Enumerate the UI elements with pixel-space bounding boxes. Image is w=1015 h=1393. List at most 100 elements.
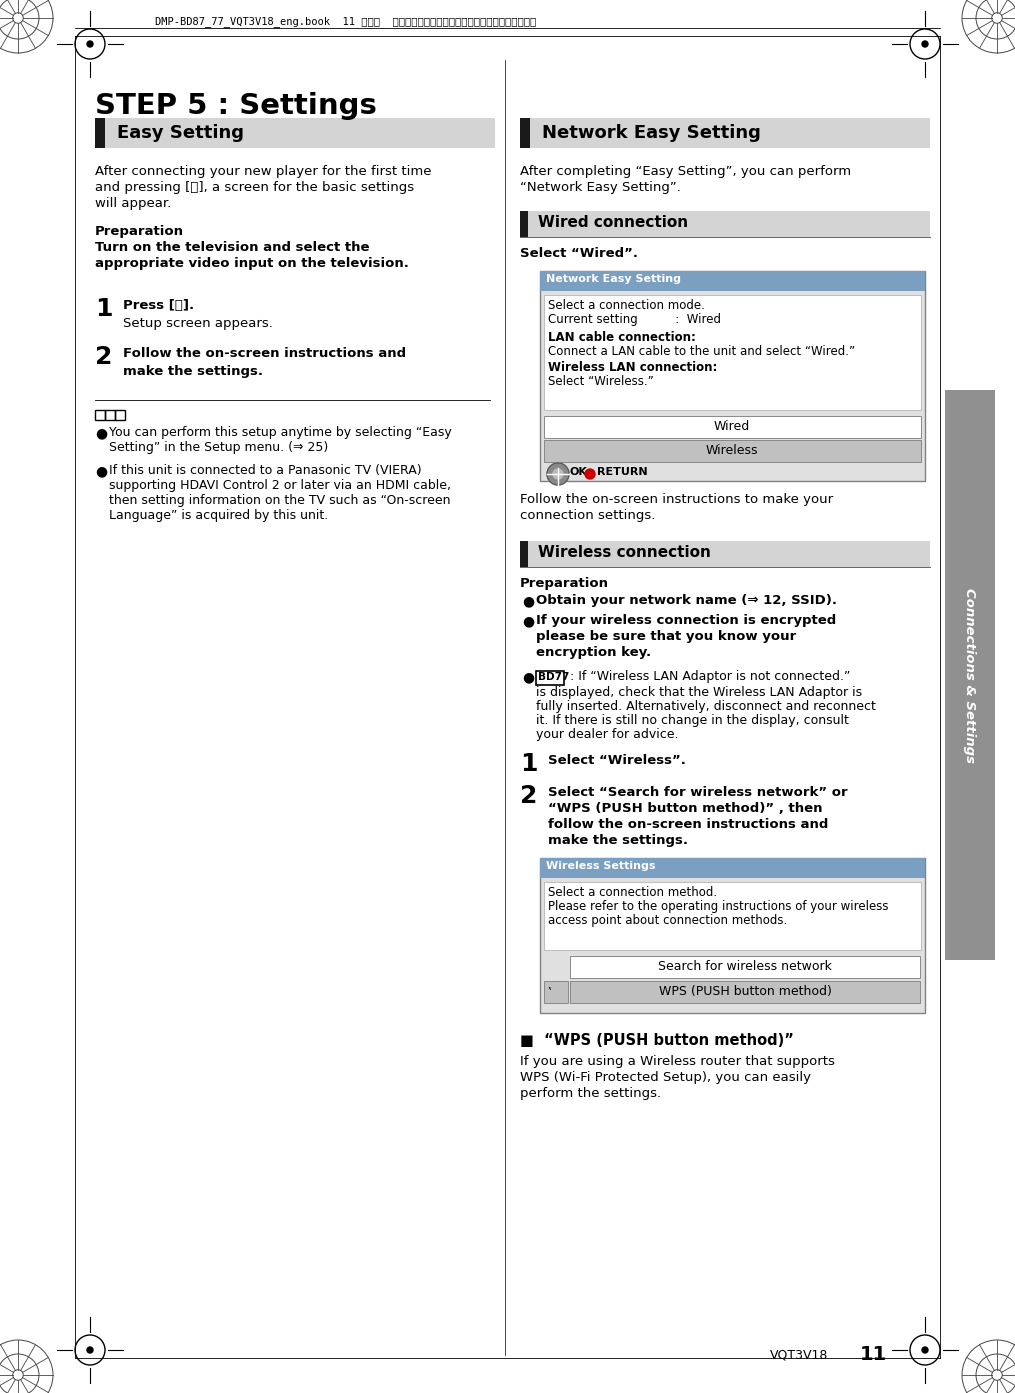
Bar: [536, 671, 564, 685]
Bar: [570, 981, 920, 1003]
Bar: [540, 858, 925, 1013]
Text: 1: 1: [520, 752, 538, 776]
Text: connection settings.: connection settings.: [520, 508, 656, 522]
Text: ●: ●: [522, 593, 534, 607]
Text: WPS (PUSH button method): WPS (PUSH button method): [659, 985, 831, 997]
Circle shape: [553, 469, 563, 479]
Text: fully inserted. Alternatively, disconnect and reconnect: fully inserted. Alternatively, disconnec…: [536, 701, 876, 713]
Bar: [520, 210, 930, 237]
Text: ●: ●: [522, 614, 534, 628]
Bar: [544, 440, 921, 462]
Text: is displayed, check that the Wireless LAN Adaptor is: is displayed, check that the Wireless LA…: [536, 685, 862, 699]
Text: ●: ●: [95, 426, 108, 440]
Bar: [520, 118, 930, 148]
Text: OK: OK: [570, 467, 588, 476]
Text: 2: 2: [95, 345, 113, 369]
Text: Follow the on-screen instructions and: Follow the on-screen instructions and: [123, 347, 406, 359]
Text: make the settings.: make the settings.: [123, 365, 263, 378]
Bar: [520, 540, 528, 567]
Text: Turn on the television and select the: Turn on the television and select the: [95, 241, 369, 254]
Text: Select “Wired”.: Select “Wired”.: [520, 247, 638, 260]
Bar: [520, 540, 930, 567]
Bar: [544, 882, 921, 950]
Text: If your wireless connection is encrypted: If your wireless connection is encrypted: [536, 614, 836, 627]
Bar: [544, 417, 921, 437]
Text: Select a connection mode.: Select a connection mode.: [548, 299, 704, 312]
Text: appropriate video input on the television.: appropriate video input on the televisio…: [95, 256, 409, 270]
Circle shape: [922, 40, 928, 47]
Text: will appear.: will appear.: [95, 196, 172, 210]
Text: After completing “Easy Setting”, you can perform: After completing “Easy Setting”, you can…: [520, 164, 852, 178]
Bar: [520, 210, 528, 237]
Text: access point about connection methods.: access point about connection methods.: [548, 914, 788, 926]
Text: “WPS (PUSH button method)” , then: “WPS (PUSH button method)” , then: [548, 802, 822, 815]
Text: ●: ●: [95, 464, 108, 478]
Bar: [945, 390, 995, 960]
Text: Preparation: Preparation: [520, 577, 609, 591]
Text: Please refer to the operating instructions of your wireless: Please refer to the operating instructio…: [548, 900, 888, 912]
Bar: [544, 295, 921, 410]
Text: If you are using a Wireless router that supports: If you are using a Wireless router that …: [520, 1055, 835, 1068]
Circle shape: [87, 1347, 93, 1353]
Text: Wired connection: Wired connection: [538, 215, 688, 230]
Text: “Network Easy Setting”.: “Network Easy Setting”.: [520, 181, 681, 194]
Text: ●: ●: [522, 670, 534, 684]
Bar: [540, 272, 925, 481]
Text: Setup screen appears.: Setup screen appears.: [123, 318, 273, 330]
Text: Wireless LAN connection:: Wireless LAN connection:: [548, 361, 718, 373]
Text: WPS (Wi-Fi Protected Setup), you can easily: WPS (Wi-Fi Protected Setup), you can eas…: [520, 1071, 811, 1084]
Text: Select “Wireless”.: Select “Wireless”.: [548, 754, 686, 768]
Text: BD77: BD77: [538, 671, 569, 683]
Text: and pressing [ⓘ], a screen for the basic settings: and pressing [ⓘ], a screen for the basic…: [95, 181, 414, 194]
Text: it. If there is still no change in the display, consult: it. If there is still no change in the d…: [536, 715, 849, 727]
Text: follow the on-screen instructions and: follow the on-screen instructions and: [548, 818, 828, 832]
Text: After connecting your new player for the first time: After connecting your new player for the…: [95, 164, 431, 178]
Text: Wireless Settings: Wireless Settings: [546, 861, 656, 871]
Text: 1: 1: [95, 297, 113, 320]
Text: Language” is acquired by this unit.: Language” is acquired by this unit.: [109, 508, 328, 522]
Text: You can perform this setup anytime by selecting “Easy: You can perform this setup anytime by se…: [109, 426, 452, 439]
Text: STEP 5 : Settings: STEP 5 : Settings: [95, 92, 377, 120]
Text: encryption key.: encryption key.: [536, 646, 652, 659]
Circle shape: [87, 40, 93, 47]
Text: 11: 11: [860, 1346, 887, 1364]
Bar: [95, 118, 105, 148]
Text: Setting” in the Setup menu. (⇒ 25): Setting” in the Setup menu. (⇒ 25): [109, 442, 328, 454]
Bar: [105, 410, 115, 421]
Bar: [95, 118, 495, 148]
Text: Obtain your network name (⇒ 12, SSID).: Obtain your network name (⇒ 12, SSID).: [536, 593, 837, 607]
Text: ■  “WPS (PUSH button method)”: ■ “WPS (PUSH button method)”: [520, 1034, 794, 1048]
Text: Select “Search for wireless network” or: Select “Search for wireless network” or: [548, 786, 848, 800]
Text: Easy Setting: Easy Setting: [117, 124, 244, 142]
Text: LAN cable connection:: LAN cable connection:: [548, 332, 696, 344]
Text: Follow the on-screen instructions to make your: Follow the on-screen instructions to mak…: [520, 493, 833, 506]
Text: 2: 2: [520, 784, 537, 808]
Text: Wireless: Wireless: [705, 444, 758, 457]
Text: VQT3V18: VQT3V18: [770, 1348, 828, 1361]
Bar: [95, 410, 105, 421]
Text: Connect a LAN cable to the unit and select “Wired.”: Connect a LAN cable to the unit and sele…: [548, 345, 855, 358]
Text: DMP-BD87_77_VQT3V18_eng.book  11 ページ  ２０１１年１０月２４日　月曜日　午後２時４５分: DMP-BD87_77_VQT3V18_eng.book 11 ページ ２０１１…: [155, 17, 536, 28]
Text: Network Easy Setting: Network Easy Setting: [546, 274, 681, 284]
Text: ‛: ‛: [548, 985, 552, 997]
Circle shape: [922, 1347, 928, 1353]
Text: Select “Wireless.”: Select “Wireless.”: [548, 375, 654, 389]
Text: Search for wireless network: Search for wireless network: [658, 960, 832, 972]
Text: please be sure that you know your: please be sure that you know your: [536, 630, 796, 644]
Text: Wired: Wired: [714, 421, 750, 433]
Text: If this unit is connected to a Panasonic TV (VIERA): If this unit is connected to a Panasonic…: [109, 464, 421, 476]
Circle shape: [547, 462, 569, 485]
Text: supporting HDAVI Control 2 or later via an HDMI cable,: supporting HDAVI Control 2 or later via …: [109, 479, 451, 492]
Bar: [540, 272, 925, 291]
Bar: [570, 956, 920, 978]
Text: your dealer for advice.: your dealer for advice.: [536, 729, 678, 741]
Text: Wireless connection: Wireless connection: [538, 545, 710, 560]
Bar: [115, 410, 125, 421]
Circle shape: [585, 469, 595, 479]
Text: Select a connection method.: Select a connection method.: [548, 886, 718, 898]
Bar: [544, 981, 568, 1003]
Text: Press [ⓘ].: Press [ⓘ].: [123, 299, 194, 312]
Bar: [540, 858, 925, 878]
Text: make the settings.: make the settings.: [548, 834, 688, 847]
Text: Connections & Settings: Connections & Settings: [963, 588, 976, 762]
